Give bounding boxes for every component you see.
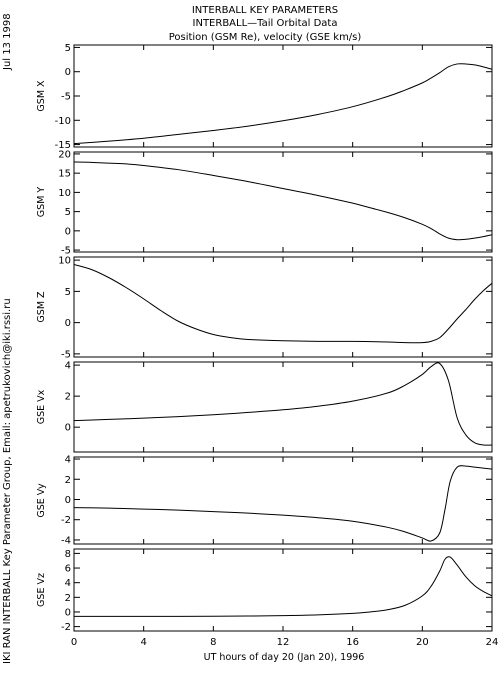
panel-4: 0 2 4 GSE Vx	[36, 361, 493, 453]
y-tick-label: 4	[65, 361, 71, 372]
y-tick-label: 6	[65, 564, 71, 575]
series-line-gsm-y	[74, 161, 492, 241]
y-tick-label: 0	[65, 423, 71, 434]
y-tick-label: -2	[61, 515, 71, 526]
series-line-gse-vz	[74, 556, 492, 617]
x-tick-label: 8	[210, 637, 216, 648]
panel-frame	[73, 44, 493, 148]
x-tick-label: 20	[416, 637, 429, 648]
y-tick-label: 0	[65, 318, 71, 329]
x-axis-title: UT hours of day 20 (Jan 20), 1996	[204, 652, 365, 663]
x-tick-label: 4	[140, 637, 146, 648]
y-tick-label: 4	[65, 578, 71, 589]
y-tick-label: 0	[65, 607, 71, 618]
y-tick-label: 4	[65, 455, 71, 466]
y-axis-label: GSM Y	[36, 187, 47, 218]
y-tick-label: 5	[65, 207, 71, 218]
y-tick-label: 0	[65, 495, 71, 506]
panel-frame	[73, 361, 493, 453]
y-tick-label: 2	[65, 593, 71, 604]
y-tick-label: -15	[55, 140, 71, 151]
figure-subtitle: INTERBALL—Tail Orbital Data	[193, 18, 338, 29]
y-tick-label: 0	[65, 226, 71, 237]
series-line-gsm-z	[74, 264, 492, 344]
y-tick-label: 10	[58, 188, 71, 199]
y-tick-label: -10	[55, 116, 71, 127]
y-tick-label: -4	[61, 535, 71, 546]
x-tick-label: 24	[486, 637, 499, 648]
panel-5: -4 -2 0 2 4 GSE Vy	[36, 455, 493, 546]
y-tick-label: -5	[61, 246, 71, 257]
panel-frame	[73, 151, 493, 253]
y-axis-label: GSE Vz	[36, 573, 47, 607]
x-tick-label: 12	[277, 637, 290, 648]
y-tick-label: -5	[61, 92, 71, 103]
panel-1: -15 -10 -5 0 5 GSM X	[36, 43, 493, 151]
y-tick-label: -2	[61, 622, 71, 633]
x-tick-label: 0	[71, 637, 77, 648]
y-tick-label: 2	[65, 392, 71, 403]
date-stamp: Jul 13 1998	[2, 13, 13, 71]
y-tick-label: 5	[65, 287, 71, 298]
y-axis-label: GSM Z	[36, 291, 47, 323]
side-credit: IKI RAN INTERBALL Key Parameter Group, E…	[2, 298, 13, 664]
y-tick-label: -5	[61, 349, 71, 360]
y-axis-label: GSM X	[36, 80, 47, 112]
y-tick-label: 2	[65, 475, 71, 486]
y-axis-label: GSE Vy	[36, 483, 47, 518]
panel-frame	[73, 456, 493, 545]
figure-units-line: Position (GSM Re), velocity (GSE km/s)	[169, 32, 362, 43]
panel-3: -5 0 5 10 GSM Z	[36, 256, 493, 360]
y-tick-label: 0	[65, 67, 71, 78]
panel-frame	[73, 548, 493, 632]
y-axis-label: GSE Vx	[36, 389, 47, 424]
x-tick-label: 16	[346, 637, 359, 648]
series-line-gsm-x	[74, 63, 492, 145]
y-tick-label: 15	[58, 169, 71, 180]
y-tick-label: 8	[65, 549, 71, 560]
y-tick-label: 10	[58, 256, 71, 267]
panel-2: -5 0 5 10 15 20 GSM Y	[36, 149, 493, 257]
series-line-gse-vx	[74, 362, 492, 446]
y-tick-label: 5	[65, 43, 71, 54]
figure-title: INTERBALL KEY PARAMETERS	[192, 5, 338, 16]
y-tick-label: 20	[58, 149, 71, 160]
series-line-gse-vy	[74, 465, 492, 542]
